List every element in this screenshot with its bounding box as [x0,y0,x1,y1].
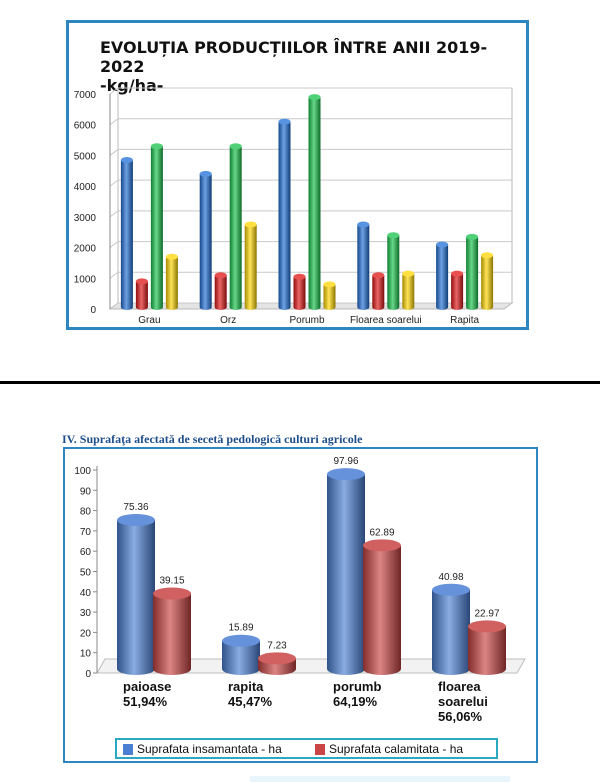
legend-item-damaged: Suprafata calamitata - ha [315,742,463,756]
production-chart-title-line2: -kg/ha- [100,76,164,95]
legend-swatch-damaged [315,743,325,755]
bottom-decor-strip [250,776,510,782]
drought-chart-heading: IV. Suprafaţa afectată de secetă pedolog… [62,432,363,446]
drought-chart-frame [63,447,538,763]
production-chart-title: EVOLUȚIA PRODUCȚIILOR ÎNTRE ANII 2019-20… [100,38,520,95]
drought-chart-legend: Suprafata insamantata - ha Suprafata cal… [115,738,498,759]
legend-label-sown: Suprafata insamantata - ha [137,742,282,756]
legend-swatch-sown [123,743,133,755]
legend-item-sown: Suprafata insamantata - ha [123,742,282,756]
production-chart-title-line1: EVOLUȚIA PRODUCȚIILOR ÎNTRE ANII 2019-20… [100,38,488,76]
section-divider [0,381,600,384]
legend-label-damaged: Suprafata calamitata - ha [329,742,464,756]
